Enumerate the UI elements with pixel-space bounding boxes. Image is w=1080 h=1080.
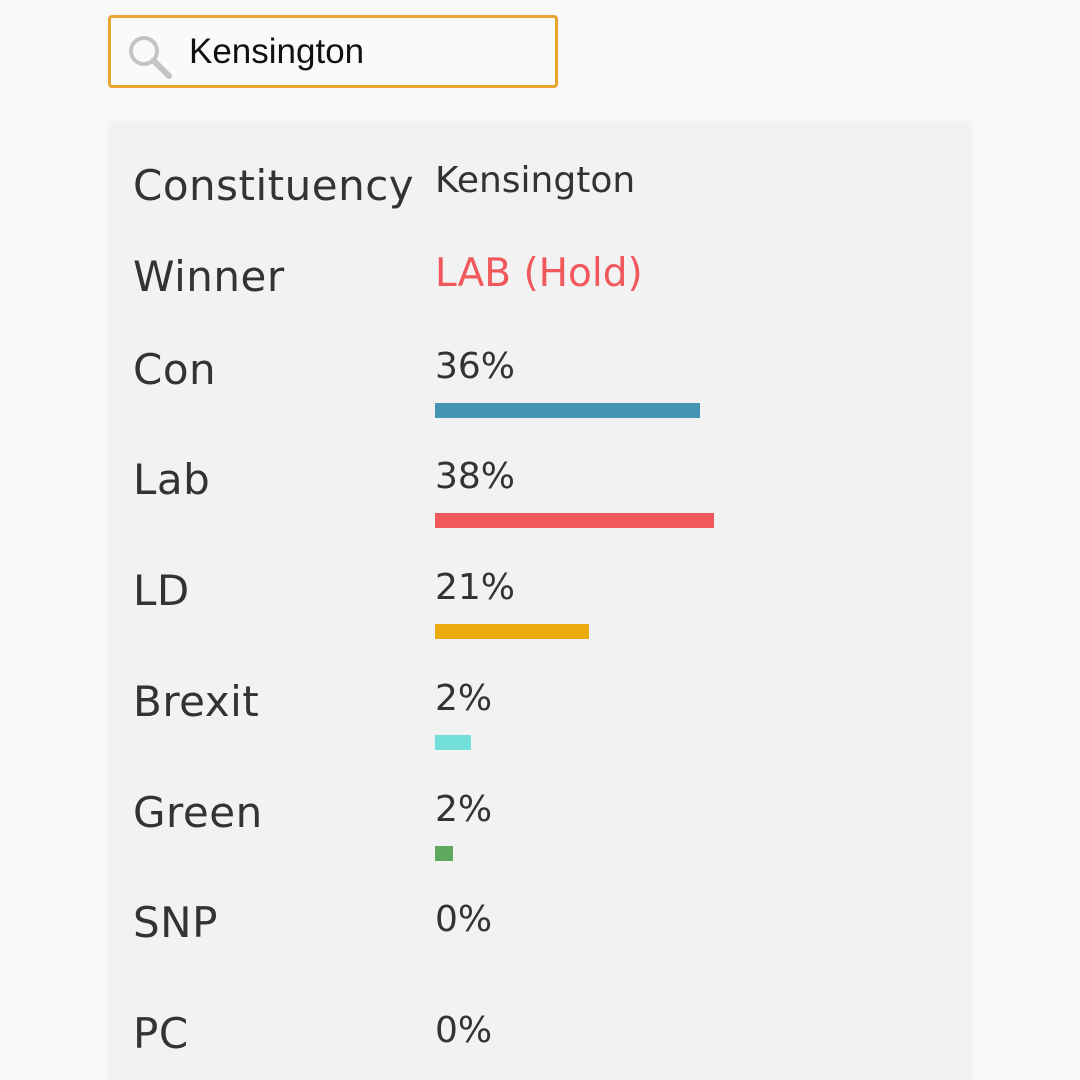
winner-row: Winner LAB (Hold) [108,249,972,349]
search-box[interactable] [108,15,558,88]
constituency-label: Constituency [133,161,415,210]
party-share: 36% [435,346,516,387]
result-panel: Constituency Kensington Winner LAB (Hold… [108,121,972,1080]
party-share-bar [435,735,471,750]
party-share-bar [435,513,714,528]
party-row-ld: LD 21% [108,562,972,662]
party-row-con: Con 36% [108,341,972,441]
party-label: Con [133,345,217,394]
party-row-pc: PC 0% [108,1005,972,1080]
party-row-snp: SNP 0% [108,894,972,994]
search-input[interactable] [189,24,544,80]
party-share: 0% [435,899,493,940]
party-row-green: Green 2% [108,784,972,884]
party-share: 0% [435,1010,493,1051]
party-label: LD [133,566,190,615]
party-share: 2% [435,678,493,719]
party-label: Green [133,788,263,837]
constituency-value: Kensington [435,160,636,201]
party-share-bar [435,624,589,639]
party-share-bar [435,403,700,418]
party-label: Brexit [133,677,260,726]
party-row-lab: Lab 38% [108,451,972,551]
search-icon [129,36,172,79]
party-share: 38% [435,456,516,497]
party-share: 21% [435,567,516,608]
winner-label: Winner [133,252,285,301]
party-share-bar [435,846,453,861]
party-label: Lab [133,455,211,504]
constituency-row: Constituency Kensington [108,156,972,256]
party-label: SNP [133,898,218,947]
winner-value: LAB (Hold) [435,251,643,296]
party-row-brexit: Brexit 2% [108,673,972,773]
party-label: PC [133,1009,189,1058]
party-share: 2% [435,789,493,830]
